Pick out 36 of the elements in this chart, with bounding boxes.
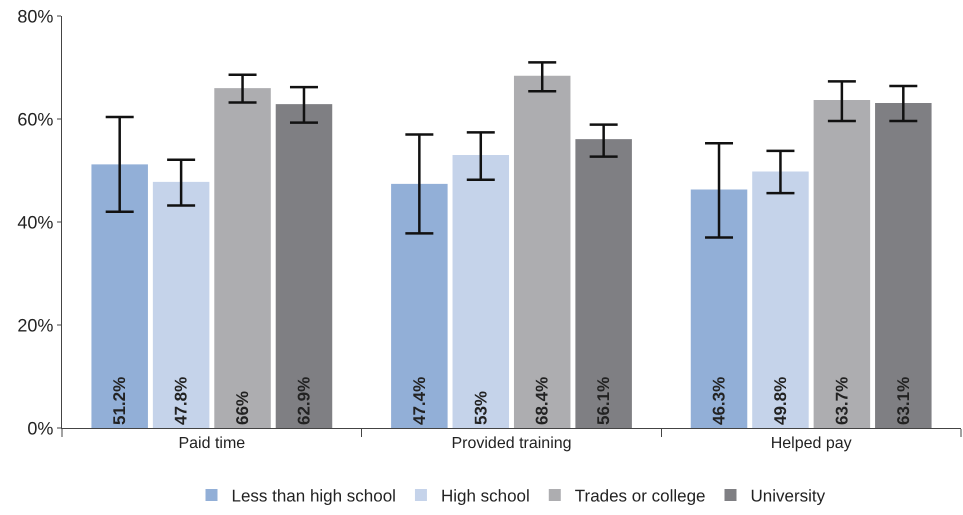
legend-label: University: [750, 486, 826, 506]
bar: [752, 172, 809, 428]
data-label: 51.2%: [110, 376, 130, 425]
data-label: 46.3%: [710, 376, 729, 425]
data-label: 47.4%: [410, 376, 429, 425]
bar: [91, 164, 148, 428]
x-tick-label: Provided training: [451, 435, 572, 452]
bar: [152, 182, 210, 428]
data-label: 63.1%: [894, 376, 913, 425]
bar: [276, 104, 332, 428]
y-tick-label: 20%: [17, 315, 54, 336]
y-tick-label: 80%: [17, 6, 54, 26]
data-label: 68.4%: [532, 376, 552, 425]
data-label: 49.8%: [770, 376, 790, 425]
bar: [391, 184, 448, 428]
y-tick-label: 40%: [17, 212, 54, 232]
data-label: 66%: [233, 390, 252, 425]
bar: [575, 139, 632, 428]
bar: [875, 103, 932, 428]
bar: [452, 155, 510, 428]
x-tick-label: Helped pay: [770, 435, 852, 452]
data-label: 47.8%: [172, 376, 191, 425]
legend-label: Trades or college: [574, 486, 706, 506]
y-tick-label: 60%: [17, 109, 54, 130]
x-tick-label: Paid time: [178, 435, 246, 452]
legend-label: Less than high school: [232, 486, 396, 506]
data-label: 53%: [471, 390, 490, 425]
bar: [814, 100, 870, 428]
bar: [690, 190, 748, 428]
y-tick-label: 0%: [27, 418, 54, 438]
data-label: 62.9%: [294, 376, 314, 425]
legend-label: High school: [440, 486, 530, 506]
data-label: 56.1%: [594, 376, 614, 425]
data-label: 63.7%: [832, 376, 852, 425]
bar: [514, 76, 570, 428]
bar: [214, 88, 271, 428]
